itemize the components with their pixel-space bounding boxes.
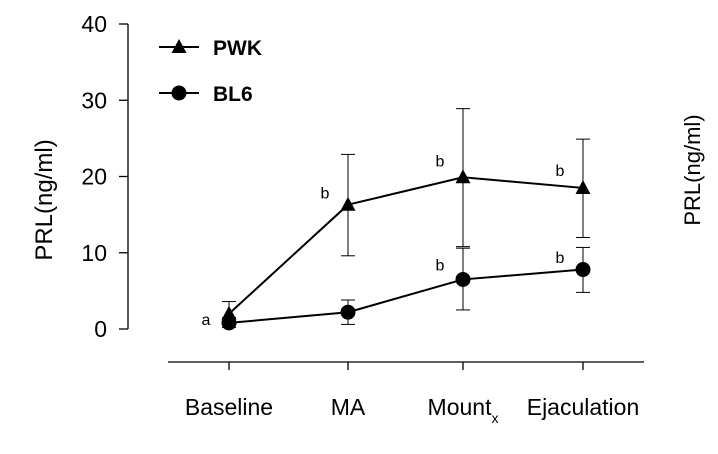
x-tick-label-subscript: x [491,410,498,426]
significance-label: b [436,258,445,275]
y-tick-label: 0 [94,316,107,342]
y-tick-label: 30 [81,87,107,113]
legend-marker-pwk [171,39,187,53]
marker-pwk [340,196,356,211]
x-tick-label: MA [331,394,366,420]
marker-pwk [221,305,237,320]
marker-pwk [455,169,471,184]
marker-pwk [575,179,591,194]
y-axis-title: PRL(ng/ml) [31,139,58,260]
marker-bl6 [455,271,471,287]
series-line-bl6 [228,268,584,324]
y-tick-label: 10 [81,240,107,266]
legend: PWK BL6 [159,37,262,106]
series-line-pwk [228,176,584,315]
y-ticks: 0 10 20 30 40 [81,11,128,342]
marker-bl6 [221,315,237,331]
significance-label: b [556,163,565,180]
series-lines [228,176,584,324]
x-tick-labels: Baseline MA Mountx Ejaculation [185,362,639,426]
marker-bl6 [340,304,356,320]
x-tick-label: Ejaculation [527,394,640,420]
y-tick-label: 20 [81,164,107,190]
legend-label-pwk: PWK [213,37,262,60]
x-tick-label: Mountx [428,394,499,426]
significance-label: b [321,185,330,202]
significance-label: a [202,312,211,329]
significance-label: b [436,153,445,170]
series-markers [221,169,591,331]
significance-label: b [556,250,565,267]
x-tick-label: Baseline [185,394,273,420]
legend-marker-bl6 [171,85,187,101]
significance-labels: a b b b b b [202,153,565,329]
adjacent-panel-axis-title-clipped: PRL(ng/ml) [680,114,705,225]
y-tick-label: 40 [81,11,107,37]
legend-label-bl6: BL6 [213,83,253,106]
marker-bl6 [575,262,591,278]
